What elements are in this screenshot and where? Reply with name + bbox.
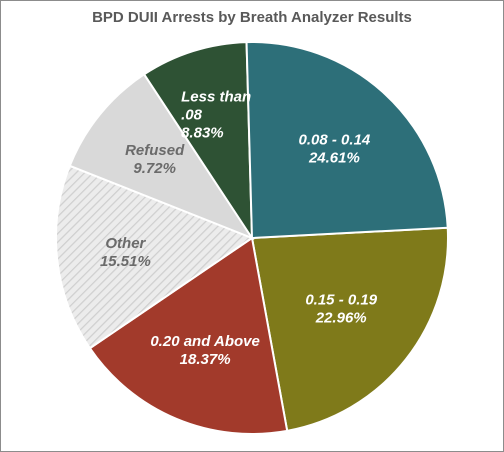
pie-slice xyxy=(142,41,254,242)
slice-label-line: 9.72% xyxy=(133,160,176,177)
slice-label: Other 15.51% xyxy=(100,235,151,270)
slice-label: Refused 9.72% xyxy=(125,142,185,177)
pie-slice xyxy=(245,41,449,240)
slice-label-line: 0.15 - 0.19 xyxy=(305,292,377,309)
slice-label-line: 8.83% xyxy=(181,125,224,142)
slice-label-line: .08 xyxy=(181,107,203,124)
pie-slice xyxy=(68,72,255,241)
slice-label-line: Refused xyxy=(125,142,185,159)
slice-label-line: 15.51% xyxy=(100,253,151,270)
pie-slice xyxy=(55,164,255,350)
slice-label-line: 0.20 and Above xyxy=(150,333,259,350)
slice-label-line: 22.96% xyxy=(315,310,367,327)
slice-label: Less than .08 8.83% xyxy=(181,89,251,142)
slice-label: 0.20 and Above 18.37% xyxy=(150,333,259,368)
slice-label-line: 0.08 - 0.14 xyxy=(299,132,371,149)
slice-label-line: Less than xyxy=(181,89,251,106)
chart-title: BPD DUII Arrests by Breath Analyzer Resu… xyxy=(92,9,412,26)
slice-label-line: 24.61% xyxy=(308,150,360,167)
pie-slice xyxy=(88,236,289,435)
slice-label: 0.08 - 0.14 24.61% xyxy=(299,132,371,167)
slice-label-line: Other xyxy=(105,235,146,252)
pie-slice xyxy=(250,226,449,432)
slice-label: 0.15 - 0.19 22.96% xyxy=(305,292,377,327)
slice-label-line: 18.37% xyxy=(180,351,231,368)
